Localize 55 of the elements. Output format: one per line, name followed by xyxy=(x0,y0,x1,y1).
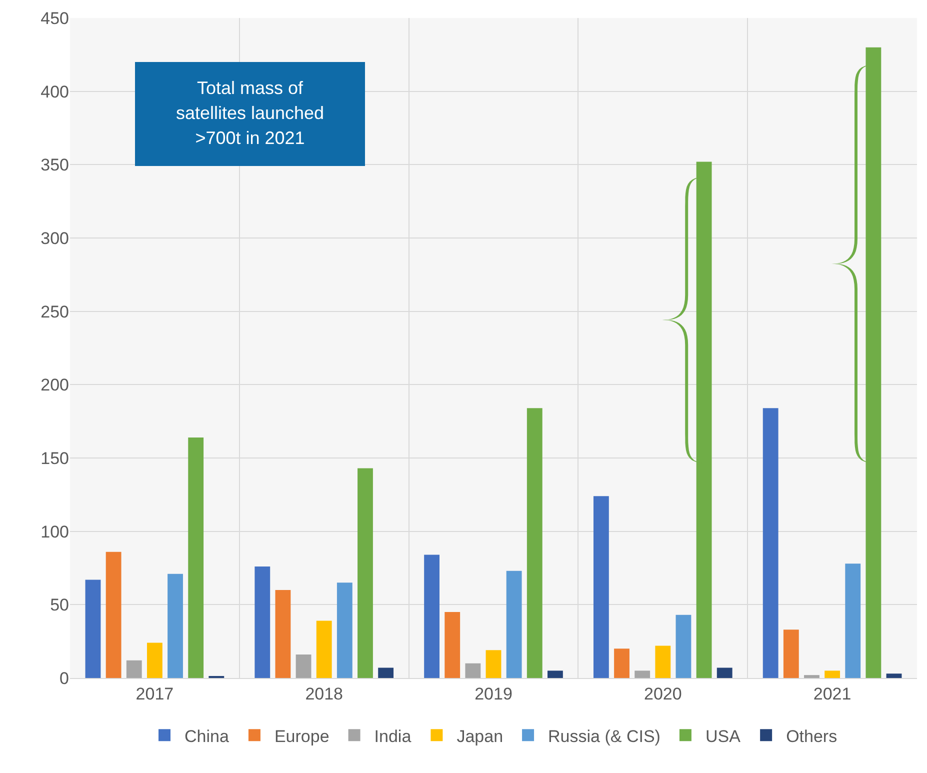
bar xyxy=(168,574,183,678)
bar xyxy=(804,675,820,678)
y-tick-label: 200 xyxy=(40,376,69,395)
y-tick-label: 400 xyxy=(40,82,69,102)
bar xyxy=(188,437,204,678)
bar xyxy=(296,654,312,678)
bar xyxy=(275,590,291,678)
bar xyxy=(845,564,861,678)
bar xyxy=(254,566,270,678)
bar xyxy=(316,620,332,678)
bar xyxy=(526,408,542,678)
y-tick-label: 150 xyxy=(40,448,69,468)
bar xyxy=(886,674,902,678)
y-tick-label: 350 xyxy=(40,156,69,175)
bar xyxy=(676,614,692,678)
bar xyxy=(716,668,732,678)
bar xyxy=(634,670,650,678)
bar xyxy=(85,580,101,678)
bar xyxy=(126,660,142,678)
x-tick-label: 2021 xyxy=(813,684,852,704)
bar xyxy=(655,646,671,678)
bar xyxy=(106,552,122,678)
bar xyxy=(378,668,394,678)
bar xyxy=(358,468,373,678)
bar xyxy=(506,570,522,678)
legend-label: USA xyxy=(705,726,742,746)
legend-label: Others xyxy=(786,726,838,746)
y-tick-label: 250 xyxy=(40,302,69,322)
bar xyxy=(486,650,502,678)
bar xyxy=(336,582,352,678)
legend-label: Japan xyxy=(456,726,504,746)
legend-label: India xyxy=(374,726,412,746)
x-tick-label: 2020 xyxy=(644,684,682,704)
bar xyxy=(146,642,162,678)
legend-label: Russia (& CIS) xyxy=(548,726,660,746)
y-tick-label: 450 xyxy=(40,8,69,28)
bar xyxy=(824,670,840,678)
y-tick-label: 300 xyxy=(40,228,69,248)
bar xyxy=(783,630,799,678)
x-tick-label: 2019 xyxy=(474,684,512,704)
bar xyxy=(465,663,481,678)
legend-label: Europe xyxy=(274,726,330,746)
bar xyxy=(614,648,630,678)
y-tick-label: 0 xyxy=(60,668,69,688)
x-tick-label: 2018 xyxy=(305,684,344,704)
y-tick-label: 100 xyxy=(40,522,69,542)
y-tick-label: 50 xyxy=(50,596,69,615)
legend-label: China xyxy=(184,726,230,746)
x-tick-label: 2017 xyxy=(136,684,174,704)
bar xyxy=(444,612,460,678)
bar xyxy=(548,670,563,678)
bar xyxy=(593,496,609,678)
bar xyxy=(762,408,778,678)
bar xyxy=(424,554,440,678)
annotation: Total mass of satellites launched >700t in 2021 xyxy=(174,77,326,150)
